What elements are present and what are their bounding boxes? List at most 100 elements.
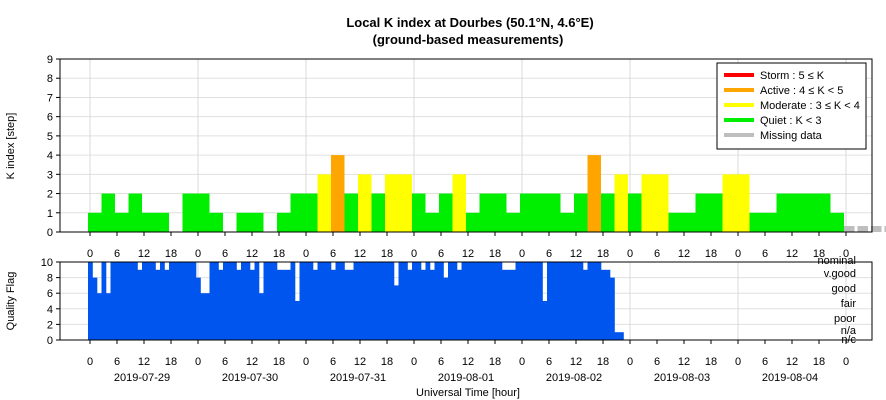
quality-bar: [533, 262, 539, 340]
quality-bar: [290, 262, 296, 340]
quality-x-tick-label: 18: [165, 356, 177, 368]
quality-x-tick-label: 18: [597, 356, 609, 368]
quality-bar: [547, 262, 552, 340]
quality-bar: [592, 262, 597, 340]
quality-bar: [452, 262, 458, 340]
quality-bar: [182, 262, 188, 340]
quality-level-label: v.good: [824, 268, 856, 280]
k-index-bar: [331, 155, 345, 232]
k-index-y-tick-label: 4: [47, 150, 53, 162]
quality-bar: [128, 262, 134, 340]
quality-bar: [326, 262, 332, 340]
quality-bar: [596, 262, 602, 340]
quality-bar: [376, 262, 381, 340]
date-label: 2019-07-30: [222, 372, 278, 384]
quality-bar: [416, 262, 422, 340]
quality-bar: [511, 269, 516, 340]
quality-bar: [470, 262, 476, 340]
quality-bar: [551, 262, 557, 340]
k-index-bar: [196, 193, 210, 232]
quality-bar: [358, 262, 363, 340]
quality-x-tick-label: 6: [546, 356, 552, 368]
k-index-bar: [817, 193, 831, 232]
quality-x-tick-label: 18: [705, 356, 717, 368]
quality-x-tick-label: 0: [411, 356, 417, 368]
k-index-y-ticks: 0 1 2 3 4 5 6 7 8 9: [47, 54, 60, 239]
k-index-bar: [709, 193, 723, 232]
k-index-bar: [506, 212, 520, 232]
k-index-bar: [614, 174, 628, 232]
quality-bar: [137, 269, 143, 340]
quality-level-label: nominal: [817, 255, 856, 267]
k-index-bar: [803, 193, 817, 232]
quality-x-tick-label: 12: [570, 356, 582, 368]
quality-bar: [304, 262, 309, 340]
quality-x-tick-label: 18: [381, 356, 393, 368]
k-index-bar: [115, 212, 129, 232]
quality-bar: [430, 269, 435, 340]
k-index-bar: [398, 174, 412, 232]
k-index-x-tick-label: 0: [843, 248, 849, 260]
quality-x-tick-label: 6: [222, 356, 228, 368]
quality-bar: [394, 285, 399, 340]
date-label: 2019-08-02: [546, 372, 602, 384]
k-index-x-tick-label: 0: [627, 248, 633, 260]
quality-x-tick-label: 12: [354, 356, 366, 368]
quality-bar: [619, 332, 624, 340]
k-index-x-tick-label: 0: [411, 248, 417, 260]
quality-bar: [236, 269, 242, 340]
quality-plot-border: [59, 261, 873, 341]
missing-data-bar: [844, 226, 855, 232]
k-index-x-tick-label: 18: [813, 248, 825, 260]
quality-x-tick-label: 6: [330, 356, 336, 368]
quality-bar: [331, 269, 336, 340]
quality-y-tick-label: 10: [41, 257, 53, 269]
missing-data-bar: [857, 226, 868, 232]
k-index-bar: [412, 193, 426, 232]
legend-label-moderate: Moderate : 3 ≤ K < 4: [760, 100, 860, 112]
quality-bar: [587, 262, 593, 340]
k-index-bar: [250, 212, 264, 232]
quality-bar: [529, 262, 534, 340]
k-index-bar: [452, 174, 466, 232]
k-index-bar: [479, 193, 493, 232]
k-index-x-tick-label: 0: [303, 248, 309, 260]
quality-level-label: poor: [834, 313, 856, 325]
k-index-bar: [776, 193, 790, 232]
quality-bar: [542, 301, 548, 340]
quality-x-tick-label: 6: [762, 356, 768, 368]
quality-bar: [488, 262, 494, 340]
k-index-x-tick-label: 6: [114, 248, 120, 260]
quality-bar: [439, 262, 444, 340]
k-index-x-tick-label: 6: [330, 248, 336, 260]
k-index-x-tick-label: 12: [786, 248, 798, 260]
quality-x-tick-label: 6: [438, 356, 444, 368]
quality-bar: [371, 262, 377, 340]
chart-subtitle: (ground-based measurements): [373, 32, 564, 47]
k-index-bar: [668, 212, 682, 232]
quality-y-tick-label: 4: [47, 304, 53, 316]
legend-label-missing: Missing data: [760, 130, 823, 142]
date-label: 2019-07-29: [114, 372, 170, 384]
quality-bar: [502, 269, 507, 340]
quality-y-tick-label: 0: [47, 335, 53, 347]
quality-bar: [299, 262, 305, 340]
k-index-y-axis-label: K index [step]: [5, 113, 17, 180]
k-index-bar: [830, 212, 844, 232]
k-index-bar: [317, 174, 331, 232]
quality-bar: [187, 262, 192, 340]
quality-bar: [286, 269, 291, 340]
quality-x-tick-label: 18: [489, 356, 501, 368]
quality-bar: [218, 269, 224, 340]
k-index-bar: [533, 193, 547, 232]
k-index-y-tick-label: 7: [47, 92, 53, 104]
quality-bar: [223, 262, 228, 340]
k-index-bar: [439, 193, 453, 232]
k-index-bar: [520, 193, 534, 232]
legend-label-storm: Storm : 5 ≤ K: [760, 70, 825, 82]
quality-x-tick-label: 18: [813, 356, 825, 368]
k-index-bar: [101, 193, 115, 232]
quality-x-tick-label: 12: [678, 356, 690, 368]
